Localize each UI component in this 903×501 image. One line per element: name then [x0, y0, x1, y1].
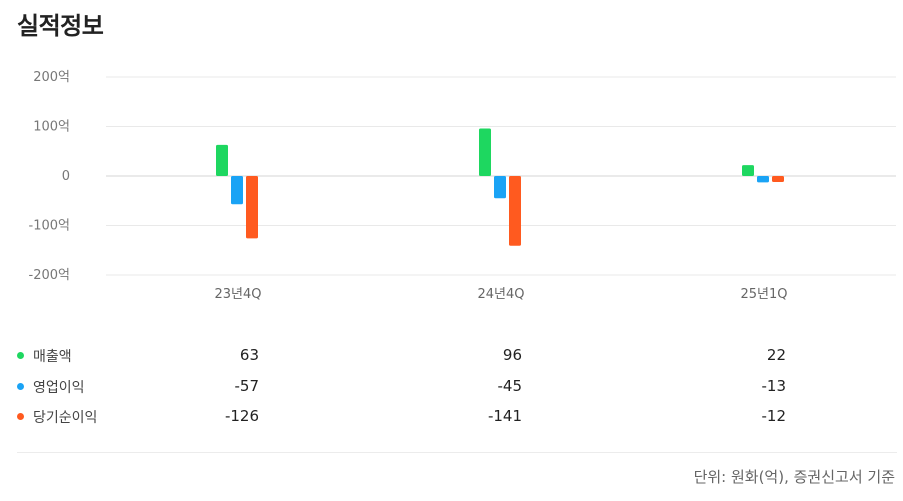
legend-dot-icon: [17, 413, 24, 420]
legend-row: 영업이익 -57 -45 -13: [17, 377, 897, 397]
x-category-label: 24년4Q: [477, 287, 524, 302]
legend-value: 96: [502, 346, 522, 364]
legend-value: -57: [234, 377, 260, 395]
legend-value: -45: [497, 377, 523, 395]
unit-footnote: 단위: 원화(억), 증권신고서 기준: [693, 468, 895, 486]
y-tick-label: 0: [62, 169, 70, 184]
legend-value: 63: [239, 346, 259, 364]
bar: [479, 128, 491, 176]
legend-series-name: 당기순이익: [33, 410, 98, 426]
legend-series-name: 영업이익: [33, 380, 85, 396]
x-category-label: 25년1Q: [740, 287, 787, 302]
legend-dot-icon: [17, 352, 24, 359]
bar: [757, 176, 769, 183]
bar: [216, 144, 228, 176]
legend-value: -141: [487, 407, 522, 425]
bar: [231, 176, 243, 205]
bar: [772, 176, 784, 182]
y-tick-label: -200억: [29, 268, 70, 283]
y-axis-ticks: 200억 100억 0 -100억 -200억: [29, 70, 70, 283]
x-axis-categories: 23년4Q 24년4Q 25년1Q: [214, 287, 787, 302]
legend-row: 매출액 63 96 22: [17, 346, 897, 366]
x-category-label: 23년4Q: [214, 287, 261, 302]
legend-dot-icon: [17, 383, 24, 390]
y-tick-label: 200억: [33, 70, 70, 85]
bars: [216, 128, 784, 246]
y-tick-label: -100억: [29, 219, 70, 234]
y-tick-label: 100억: [33, 120, 70, 135]
legend-value: -13: [761, 377, 787, 395]
section-title: 실적정보: [17, 12, 104, 40]
legend-value: -126: [224, 407, 259, 425]
bar-chart: 200억 100억 0 -100억 -200억 23년4Q 24년4Q 25년1Q: [29, 70, 896, 302]
legend-row: 당기순이익 -126 -141 -12: [17, 407, 897, 427]
bar: [742, 165, 754, 176]
footer-divider: [17, 452, 897, 453]
legend-value: -12: [761, 407, 787, 425]
bar: [509, 176, 521, 246]
legend-value: 22: [766, 346, 786, 364]
legend-series-name: 매출액: [33, 349, 72, 365]
bar: [494, 176, 506, 199]
bar: [246, 176, 258, 239]
